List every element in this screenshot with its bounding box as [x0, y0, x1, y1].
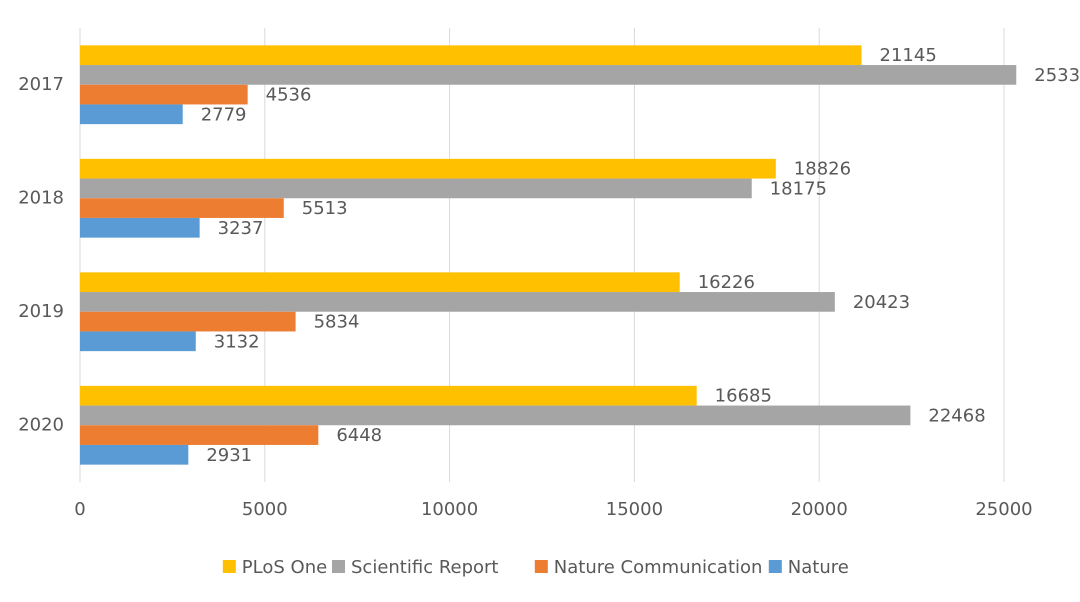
bar: [80, 198, 284, 218]
data-label: 16685: [715, 386, 772, 407]
legend-marker: [768, 560, 782, 573]
data-label: 16226: [698, 272, 755, 293]
x-tick-label: 0: [74, 499, 85, 520]
legend-label: PLoS One: [242, 557, 327, 578]
x-tick-label: 20000: [791, 499, 848, 520]
x-tick-label: 25000: [975, 499, 1032, 520]
data-label: 6448: [336, 425, 382, 446]
bar: [80, 65, 1017, 85]
legend-label: Scientific Report: [351, 557, 499, 578]
data-label: 3132: [214, 331, 260, 352]
legend-marker: [332, 560, 345, 573]
data-label: 2931: [206, 445, 252, 466]
x-tick-label: 15000: [606, 499, 663, 520]
y-tick-label: 2020: [18, 414, 64, 435]
bar: [80, 45, 862, 66]
legend-marker: [222, 560, 236, 573]
x-tick-label: 10000: [421, 499, 478, 520]
bar: [80, 444, 189, 465]
legend-marker: [534, 560, 548, 573]
data-label: 5513: [302, 198, 348, 219]
bar: [80, 331, 196, 352]
legend-label: Nature Communication: [554, 557, 763, 578]
data-label: 22468: [928, 405, 985, 426]
bar: [80, 311, 296, 332]
bar: [80, 104, 183, 125]
bar: [80, 84, 248, 105]
bar: [80, 385, 697, 406]
bar: [80, 292, 835, 312]
bar: [80, 158, 776, 179]
data-label: 18175: [770, 178, 827, 199]
y-tick-label: 2018: [18, 187, 64, 208]
data-label: 2779: [201, 104, 247, 125]
data-label: 4536: [266, 85, 312, 106]
data-label: 25332: [1034, 65, 1080, 86]
bar: [80, 217, 200, 238]
y-tick-label: 2017: [18, 74, 64, 95]
data-label: 21145: [880, 45, 937, 66]
legend-label: Nature: [788, 557, 849, 578]
bar: [80, 425, 319, 445]
bar: [80, 405, 911, 426]
x-tick-label: 5000: [242, 499, 288, 520]
data-label: 18826: [794, 159, 851, 180]
bar: [80, 272, 680, 293]
bar: [80, 178, 752, 199]
data-label: 3237: [218, 218, 264, 239]
y-tick-label: 2019: [18, 301, 64, 322]
data-label: 20423: [853, 292, 910, 313]
data-label: 5834: [314, 312, 360, 333]
